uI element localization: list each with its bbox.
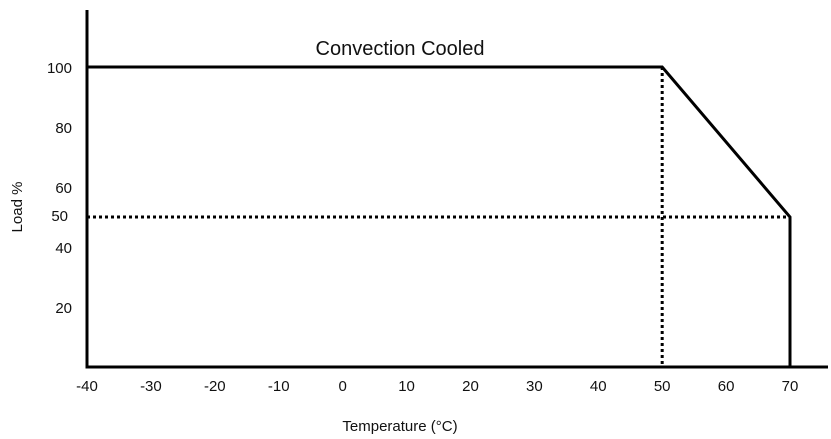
y-tick-label: 50 [51, 208, 68, 225]
x-tick-label: 60 [718, 378, 735, 395]
x-tick-labels: -40 -30 -20 -10 0 10 20 30 40 50 60 70 [76, 378, 798, 395]
x-tick-label: 10 [398, 378, 415, 395]
chart-title: Convection Cooled [316, 38, 485, 60]
x-tick-label: -20 [204, 378, 226, 395]
x-tick-label: 20 [462, 378, 479, 395]
x-tick-label: 30 [526, 378, 543, 395]
y-tick-label: 40 [55, 240, 72, 257]
x-tick-label: 0 [338, 378, 346, 395]
y-tick-labels: 20 40 50 60 80 100 [47, 60, 72, 317]
y-tick-label: 80 [55, 120, 72, 137]
x-axis-title: Temperature (°C) [342, 418, 457, 435]
x-tick-label: 70 [782, 378, 799, 395]
x-tick-label: -40 [76, 378, 98, 395]
x-tick-label: -30 [140, 378, 162, 395]
series-line-0 [87, 65, 792, 367]
y-tick-label: 60 [55, 180, 72, 197]
x-tick-label: 40 [590, 378, 607, 395]
series-group [87, 65, 792, 367]
y-axis-title: Load % [9, 182, 26, 233]
y-tick-label: 20 [55, 300, 72, 317]
axes [85, 10, 828, 369]
y-tick-label: 100 [47, 60, 72, 77]
x-tick-label: 50 [654, 378, 671, 395]
reference-lines [87, 67, 790, 367]
x-tick-label: -10 [268, 378, 290, 395]
